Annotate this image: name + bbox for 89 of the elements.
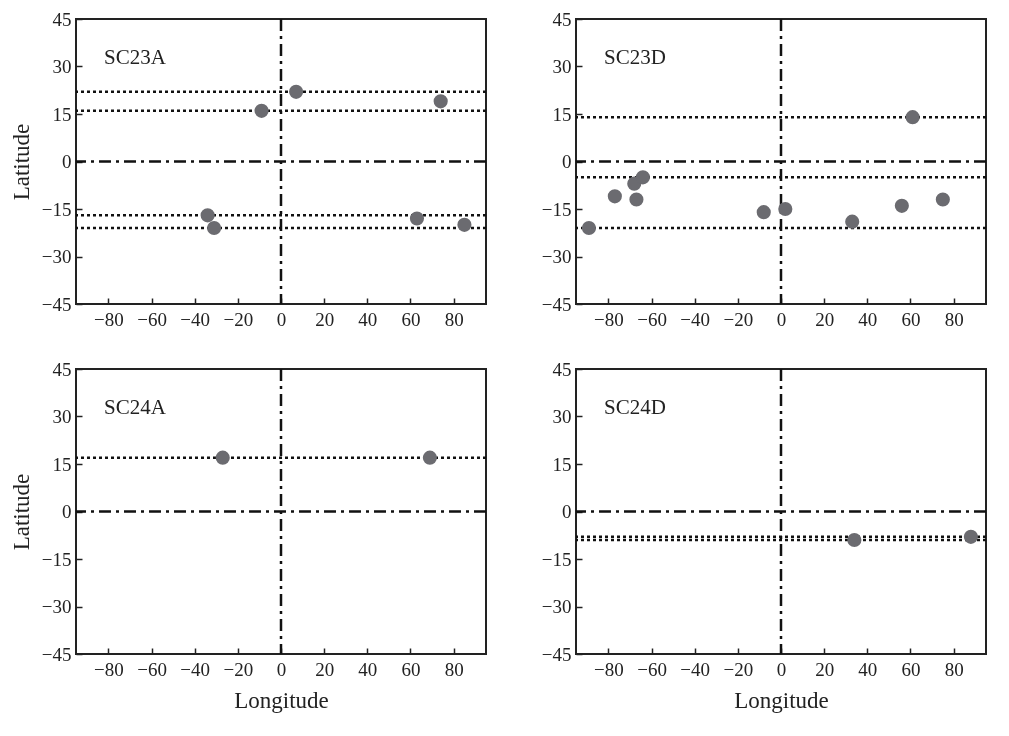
point (207, 220, 222, 236)
y-tick-label: 30 (52, 56, 72, 77)
point (433, 94, 448, 109)
y-tick-label: −30 (541, 596, 572, 617)
y-tick-label: 45 (52, 358, 72, 380)
y-tick-label: 45 (552, 358, 572, 380)
y-tick-label: 30 (552, 56, 572, 77)
y-tick-label: 0 (562, 501, 572, 522)
x-tick-label: 20 (815, 658, 835, 680)
x-tick-label: −20 (223, 658, 254, 680)
point (409, 211, 425, 226)
x-tick-label: 60 (901, 658, 921, 680)
x-tick-label: −40 (680, 308, 711, 330)
x-tick-label: −20 (223, 308, 254, 330)
y-tick-label: 45 (552, 8, 572, 30)
x-tick-label: −40 (180, 658, 211, 680)
x-axis-title: Longitude (234, 687, 329, 713)
point (894, 198, 909, 213)
point (607, 189, 622, 204)
y-tick-label: 30 (52, 406, 72, 427)
point (778, 201, 793, 217)
x-tick-label: 80 (944, 308, 964, 330)
y-tick-label: 0 (62, 151, 72, 172)
point (200, 208, 215, 223)
x-tick-label: −80 (594, 658, 624, 680)
x-tick-label: 40 (858, 658, 878, 680)
x-tick-label: 60 (401, 308, 421, 330)
x-tick-label: 60 (401, 658, 421, 680)
x-tick-label: −80 (94, 308, 124, 330)
y-tick-label: −30 (41, 246, 72, 267)
y-tick-label: −30 (541, 246, 572, 267)
y-tick-label: −45 (41, 643, 72, 665)
x-tick-label: 20 (315, 658, 335, 680)
x-tick-label: 0 (276, 658, 287, 680)
y-tick-label: −45 (41, 293, 72, 315)
x-tick-label: 40 (858, 308, 878, 330)
y-tick-label: −15 (541, 548, 572, 570)
x-tick-label: 80 (444, 308, 464, 330)
x-tick-label: −80 (94, 658, 124, 680)
y-axis-title: Latitude (8, 473, 34, 551)
x-tick-label: 80 (944, 658, 964, 680)
x-tick-label: −60 (637, 658, 667, 680)
point (845, 214, 860, 229)
y-tick-label: 15 (52, 453, 72, 475)
point (629, 192, 644, 207)
x-tick-label: 0 (776, 308, 787, 330)
point (457, 217, 472, 232)
annotation: SC23A (104, 45, 167, 69)
y-tick-label: −15 (41, 198, 72, 220)
x-tick-label: 0 (776, 658, 787, 680)
x-tick-label: 80 (444, 658, 464, 680)
x-tick-label: −80 (594, 308, 624, 330)
x-tick-label: 40 (358, 308, 378, 330)
x-tick-label: −20 (723, 308, 754, 330)
annotation: SC24D (604, 395, 666, 419)
x-tick-label: −20 (723, 658, 754, 680)
x-tick-label: −60 (137, 308, 167, 330)
point (581, 220, 597, 236)
y-tick-label: 15 (552, 103, 572, 125)
point (905, 110, 920, 125)
point (756, 205, 771, 220)
annotation: SC24A (104, 395, 167, 419)
y-tick-label: −45 (541, 643, 572, 665)
point (635, 170, 650, 185)
x-tick-label: −40 (180, 308, 211, 330)
y-tick-label: −30 (41, 596, 72, 617)
annotation: SC23D (604, 45, 666, 69)
point (289, 84, 304, 99)
y-tick-label: 30 (552, 406, 572, 427)
y-tick-label: −45 (541, 293, 572, 315)
y-tick-label: −15 (541, 198, 572, 220)
x-tick-label: 20 (315, 308, 335, 330)
point (254, 103, 269, 118)
x-axis-title: Longitude (734, 687, 829, 713)
x-tick-label: −60 (137, 658, 167, 680)
y-axis-title: Latitude (8, 123, 34, 201)
point (935, 192, 950, 207)
y-tick-label: 45 (52, 8, 72, 30)
y-tick-label: 0 (562, 151, 572, 172)
y-tick-label: 15 (52, 103, 72, 125)
x-tick-label: −60 (637, 308, 667, 330)
x-tick-label: −40 (680, 658, 711, 680)
y-tick-label: 15 (552, 453, 572, 475)
x-tick-label: 20 (815, 308, 835, 330)
x-tick-label: 60 (901, 308, 921, 330)
x-tick-label: 0 (276, 308, 287, 330)
y-tick-label: 0 (62, 501, 72, 522)
x-tick-label: 40 (358, 658, 378, 680)
y-tick-label: −15 (41, 548, 72, 570)
